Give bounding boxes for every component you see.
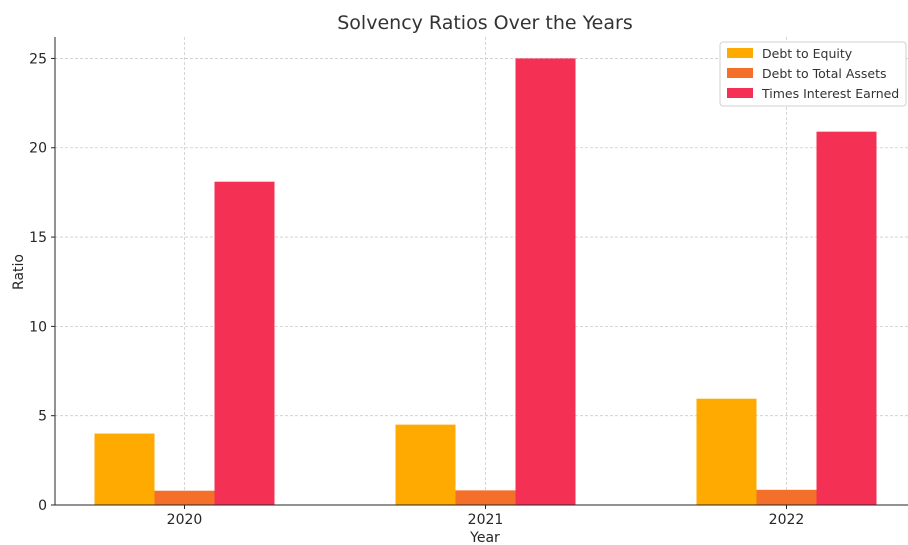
y-tick-label: 10: [29, 319, 47, 335]
x-axis-label: Year: [469, 530, 500, 545]
bar-debt-to-equity-2021: [395, 424, 456, 505]
legend-swatch-0: [727, 48, 753, 58]
y-tick-label: 15: [29, 230, 47, 246]
y-axis-label: Ratio: [11, 254, 27, 290]
legend-frame: [719, 41, 907, 107]
legend: Debt to Equity Debt to Total Assets Times …: [719, 41, 907, 107]
axes: [54, 37, 908, 506]
x-tick-label: 2021: [468, 512, 504, 528]
legend-swatch-1: [727, 68, 753, 78]
y-tick-label: 5: [38, 409, 47, 425]
bar-debt-to-total-assets-2021: [455, 490, 516, 505]
x-ticks: 2020 2021 2022: [167, 505, 805, 528]
legend-label-2: Times Interest Earned: [761, 86, 899, 101]
chart-title: Solvency Ratios Over the Years: [337, 12, 632, 34]
y-tick-label: 25: [29, 51, 47, 67]
y-tick-label: 20: [29, 141, 47, 157]
y-ticks: 0 5 10 15 20 25: [29, 51, 55, 514]
grid-lines: [55, 37, 908, 505]
legend-swatch-2: [727, 88, 753, 98]
bar-debt-to-total-assets-2020: [154, 490, 215, 505]
bars: [94, 58, 877, 506]
bar-times-interest-earned-2020: [214, 181, 275, 506]
bar-debt-to-equity-2022: [696, 398, 757, 505]
legend-label-0: Debt to Equity: [762, 46, 853, 61]
x-tick-label: 2022: [769, 512, 805, 528]
bar-debt-to-total-assets-2022: [756, 489, 817, 505]
x-tick-label: 2020: [167, 512, 203, 528]
bar-times-interest-earned-2021: [515, 58, 576, 505]
bar-debt-to-equity-2020: [94, 433, 155, 505]
bar-times-interest-earned-2022: [816, 131, 877, 505]
legend-label-1: Debt to Total Assets: [762, 66, 887, 81]
y-tick-label: 0: [38, 498, 47, 514]
